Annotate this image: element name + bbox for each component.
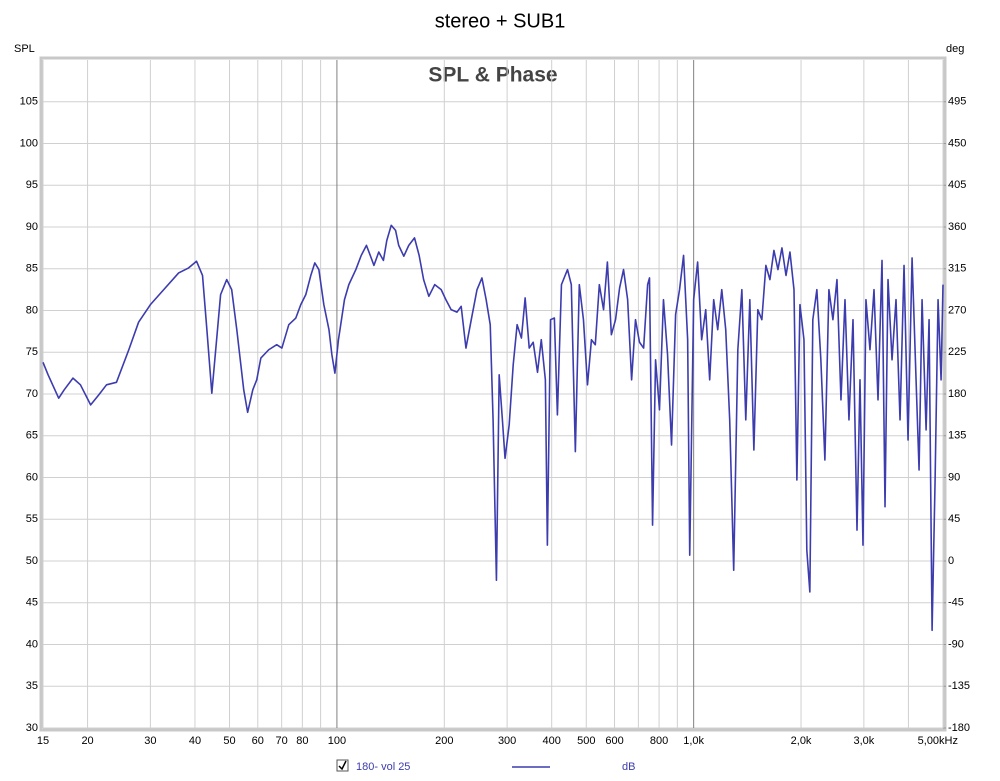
y-tick-label: 85	[26, 263, 38, 275]
legend-label: 180- vol 25	[356, 761, 410, 773]
x-tick-label: 300	[498, 735, 516, 747]
y-tick-label: 35	[26, 680, 38, 692]
legend: 180- vol 25 dB	[336, 759, 635, 773]
legend-unit: dB	[622, 761, 635, 773]
y2-tick-label: 360	[948, 221, 966, 233]
y-tick-label: 105	[20, 96, 38, 108]
y2-tick-label: 90	[948, 471, 960, 483]
y-tick-label: 95	[26, 179, 38, 191]
grid	[42, 60, 946, 729]
y-tick-label: 75	[26, 346, 38, 358]
y-tick-label: 60	[26, 471, 38, 483]
x-tick-label: 500	[577, 735, 595, 747]
x-tick-label: 15	[37, 735, 49, 747]
x-tick-label: 200	[435, 735, 453, 747]
x-tick-label: 2,0k	[791, 735, 812, 747]
x-tick-label: 80	[296, 735, 308, 747]
x-tick-label: 40	[189, 735, 201, 747]
x-tick-label: 70	[276, 735, 288, 747]
y2-axis-label: deg	[946, 43, 964, 55]
x-tick-label: 600	[605, 735, 623, 747]
y2-tick-label: -135	[948, 680, 970, 692]
y2-tick-label: 405	[948, 179, 966, 191]
y-tick-label: 100	[20, 137, 38, 149]
y2-tick-label: 225	[948, 346, 966, 358]
y-tick-label: 30	[26, 722, 38, 734]
y2-tick-label: 270	[948, 304, 966, 316]
chart-title: stereo + SUB1	[435, 10, 566, 32]
legend-check	[338, 760, 347, 771]
legend-checkbox[interactable]	[336, 759, 349, 772]
x-tick-label: 100	[328, 735, 346, 747]
x-tick-label: 1,0k	[683, 735, 704, 747]
y2-tick-label: -180	[948, 722, 970, 734]
y-tick-label: 80	[26, 304, 38, 316]
y2-tick-label: 180	[948, 388, 966, 400]
y-tick-label: 65	[26, 430, 38, 442]
y2-tick-label: 315	[948, 263, 966, 275]
y-tick-label: 40	[26, 638, 38, 650]
y2-tick-label: 495	[948, 96, 966, 108]
y2-tick-label: -45	[948, 597, 964, 609]
x-tick-label: 50	[223, 735, 235, 747]
x-tick-label: 30	[144, 735, 156, 747]
y2-tick-label: 45	[948, 513, 960, 525]
y2-tick-label: -90	[948, 638, 964, 650]
chart-subtitle: SPL & Phase	[428, 64, 557, 87]
y-tick-label: 50	[26, 555, 38, 567]
y-tick-label: 55	[26, 513, 38, 525]
series-line	[42, 224, 944, 632]
x-tick-label: 800	[650, 735, 668, 747]
y-tick-label: 90	[26, 221, 38, 233]
x-tick-label: 400	[543, 735, 561, 747]
y2-tick-label: 0	[948, 555, 954, 567]
data-lines	[42, 224, 944, 632]
x-tick-label: 3,0k	[853, 735, 874, 747]
x-tick-label: 60	[252, 735, 264, 747]
y2-tick-label: 450	[948, 137, 966, 149]
y-axis-label: SPL	[14, 43, 35, 55]
x-tick-label: 5,00kHz	[918, 735, 958, 747]
y-tick-label: 45	[26, 597, 38, 609]
x-tick-label: 20	[81, 735, 93, 747]
y-tick-label: 70	[26, 388, 38, 400]
y2-tick-label: 135	[948, 430, 966, 442]
